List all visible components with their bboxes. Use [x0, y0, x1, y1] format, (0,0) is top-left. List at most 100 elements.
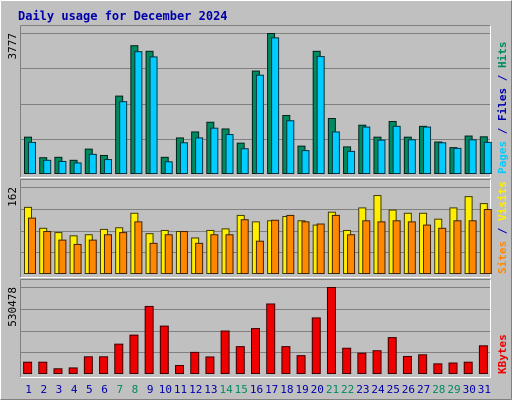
bar-sites-29: [453, 220, 462, 274]
bar-files-14: [225, 134, 234, 175]
bar-files-27: [423, 126, 432, 174]
bar-sites-12: [195, 242, 204, 274]
panel-label-part: Hits: [496, 42, 509, 69]
bar-files-18: [286, 120, 295, 174]
panel-label-kbytes: KBytes: [496, 334, 509, 374]
bar-files-5: [88, 153, 97, 174]
bar-sites-25: [392, 220, 401, 274]
x-tick-label-2: 2: [40, 383, 47, 396]
bar-sites-7: [119, 232, 128, 275]
bar-sites-31: [483, 209, 492, 275]
panel-label-part: /: [496, 221, 509, 241]
x-tick-label-1: 1: [25, 383, 32, 396]
bar-files-4: [73, 162, 82, 174]
bar-kbytes-7: [114, 343, 124, 375]
x-tick-label-15: 15: [235, 383, 248, 396]
x-tick-label-28: 28: [432, 383, 445, 396]
panel-sites: 162 Sites / Visits: [6, 179, 509, 278]
bar-sites-24: [377, 221, 386, 275]
x-tick-label-4: 4: [71, 383, 78, 396]
panel-label-part: /: [496, 121, 509, 141]
bar-kbytes-12: [190, 351, 200, 374]
bar-sites-23: [362, 220, 371, 274]
bar-sites-16: [255, 240, 264, 274]
bar-kbytes-3: [53, 368, 63, 374]
bar-sites-6: [103, 234, 112, 275]
x-tick-label-10: 10: [159, 383, 172, 396]
bar-files-21: [331, 131, 340, 174]
bar-sites-26: [407, 221, 416, 275]
bar-files-24: [377, 139, 386, 175]
panel-label-part: /: [496, 68, 509, 88]
x-tick-label-27: 27: [417, 383, 430, 396]
x-tick-label-20: 20: [311, 383, 324, 396]
bar-kbytes-22: [342, 347, 352, 375]
bar-kbytes-6: [99, 356, 109, 374]
bar-kbytes-21: [326, 287, 336, 374]
panel-label-part: Pages: [496, 141, 509, 174]
bar-files-16: [255, 74, 264, 174]
bar-kbytes-15: [235, 346, 245, 374]
bar-kbytes-30: [463, 361, 473, 374]
bar-sites-11: [179, 231, 188, 274]
x-tick-label-6: 6: [101, 383, 108, 396]
x-tick-label-29: 29: [447, 383, 460, 396]
chart-title: Daily usage for December 2024: [18, 9, 228, 23]
bar-kbytes-23: [357, 352, 367, 374]
bar-kbytes-16: [251, 328, 260, 375]
bar-files-15: [240, 148, 249, 174]
bar-sites-30: [468, 220, 477, 274]
bar-sites-19: [301, 221, 310, 275]
panel-label-part: Files: [496, 88, 509, 121]
x-tick-label-12: 12: [189, 383, 202, 396]
bar-sites-14: [225, 234, 234, 275]
x-tick-label-19: 19: [295, 383, 308, 396]
bar-files-19: [301, 150, 310, 174]
x-tick-label-30: 30: [463, 383, 476, 396]
bar-kbytes-29: [448, 362, 458, 374]
bar-sites-20: [316, 223, 325, 275]
bar-files-8: [134, 51, 143, 174]
bar-kbytes-5: [83, 356, 93, 374]
bar-files-2: [43, 159, 52, 174]
bar-sites-15: [240, 219, 249, 275]
bar-sites-28: [438, 227, 447, 275]
bar-files-1: [28, 141, 36, 175]
bar-kbytes-2: [38, 361, 48, 374]
bar-sites-21: [331, 214, 340, 274]
bar-sites-8: [134, 221, 143, 275]
x-tick-label-14: 14: [219, 383, 233, 396]
bar-kbytes-28: [433, 363, 443, 375]
bar-kbytes-31: [478, 345, 488, 374]
x-tick-label-5: 5: [86, 383, 93, 396]
bar-files-9: [149, 56, 158, 175]
x-tick-label-3: 3: [56, 383, 63, 396]
panel-label-sites: Sites / Visits: [496, 181, 509, 274]
x-tick-label-23: 23: [356, 383, 369, 396]
bar-kbytes-26: [402, 355, 412, 374]
x-tick-label-31: 31: [478, 383, 491, 396]
bar-sites-13: [210, 234, 219, 275]
bar-files-26: [407, 139, 416, 174]
bar-files-23: [362, 126, 371, 174]
bar-files-11: [179, 142, 188, 174]
series-sites: [28, 209, 492, 275]
bar-sites-9: [149, 242, 158, 274]
bar-sites-1: [28, 217, 36, 275]
bar-sites-22: [347, 234, 356, 275]
bar-files-10: [164, 161, 173, 175]
panel-label-usage: Pages / Files / Hits: [496, 42, 509, 175]
bar-files-3: [58, 160, 67, 175]
bar-kbytes-9: [144, 305, 154, 375]
bar-sites-5: [88, 239, 97, 274]
bar-files-12: [195, 137, 204, 174]
x-tick-label-8: 8: [132, 383, 139, 396]
panel-usage: 3777 Pages / Files / Hits: [6, 25, 509, 178]
panel-label-part: KBytes: [496, 334, 509, 374]
bar-sites-27: [423, 224, 432, 274]
bar-kbytes-17: [266, 303, 276, 374]
bar-files-20: [316, 56, 325, 174]
x-tick-label-9: 9: [147, 383, 154, 396]
